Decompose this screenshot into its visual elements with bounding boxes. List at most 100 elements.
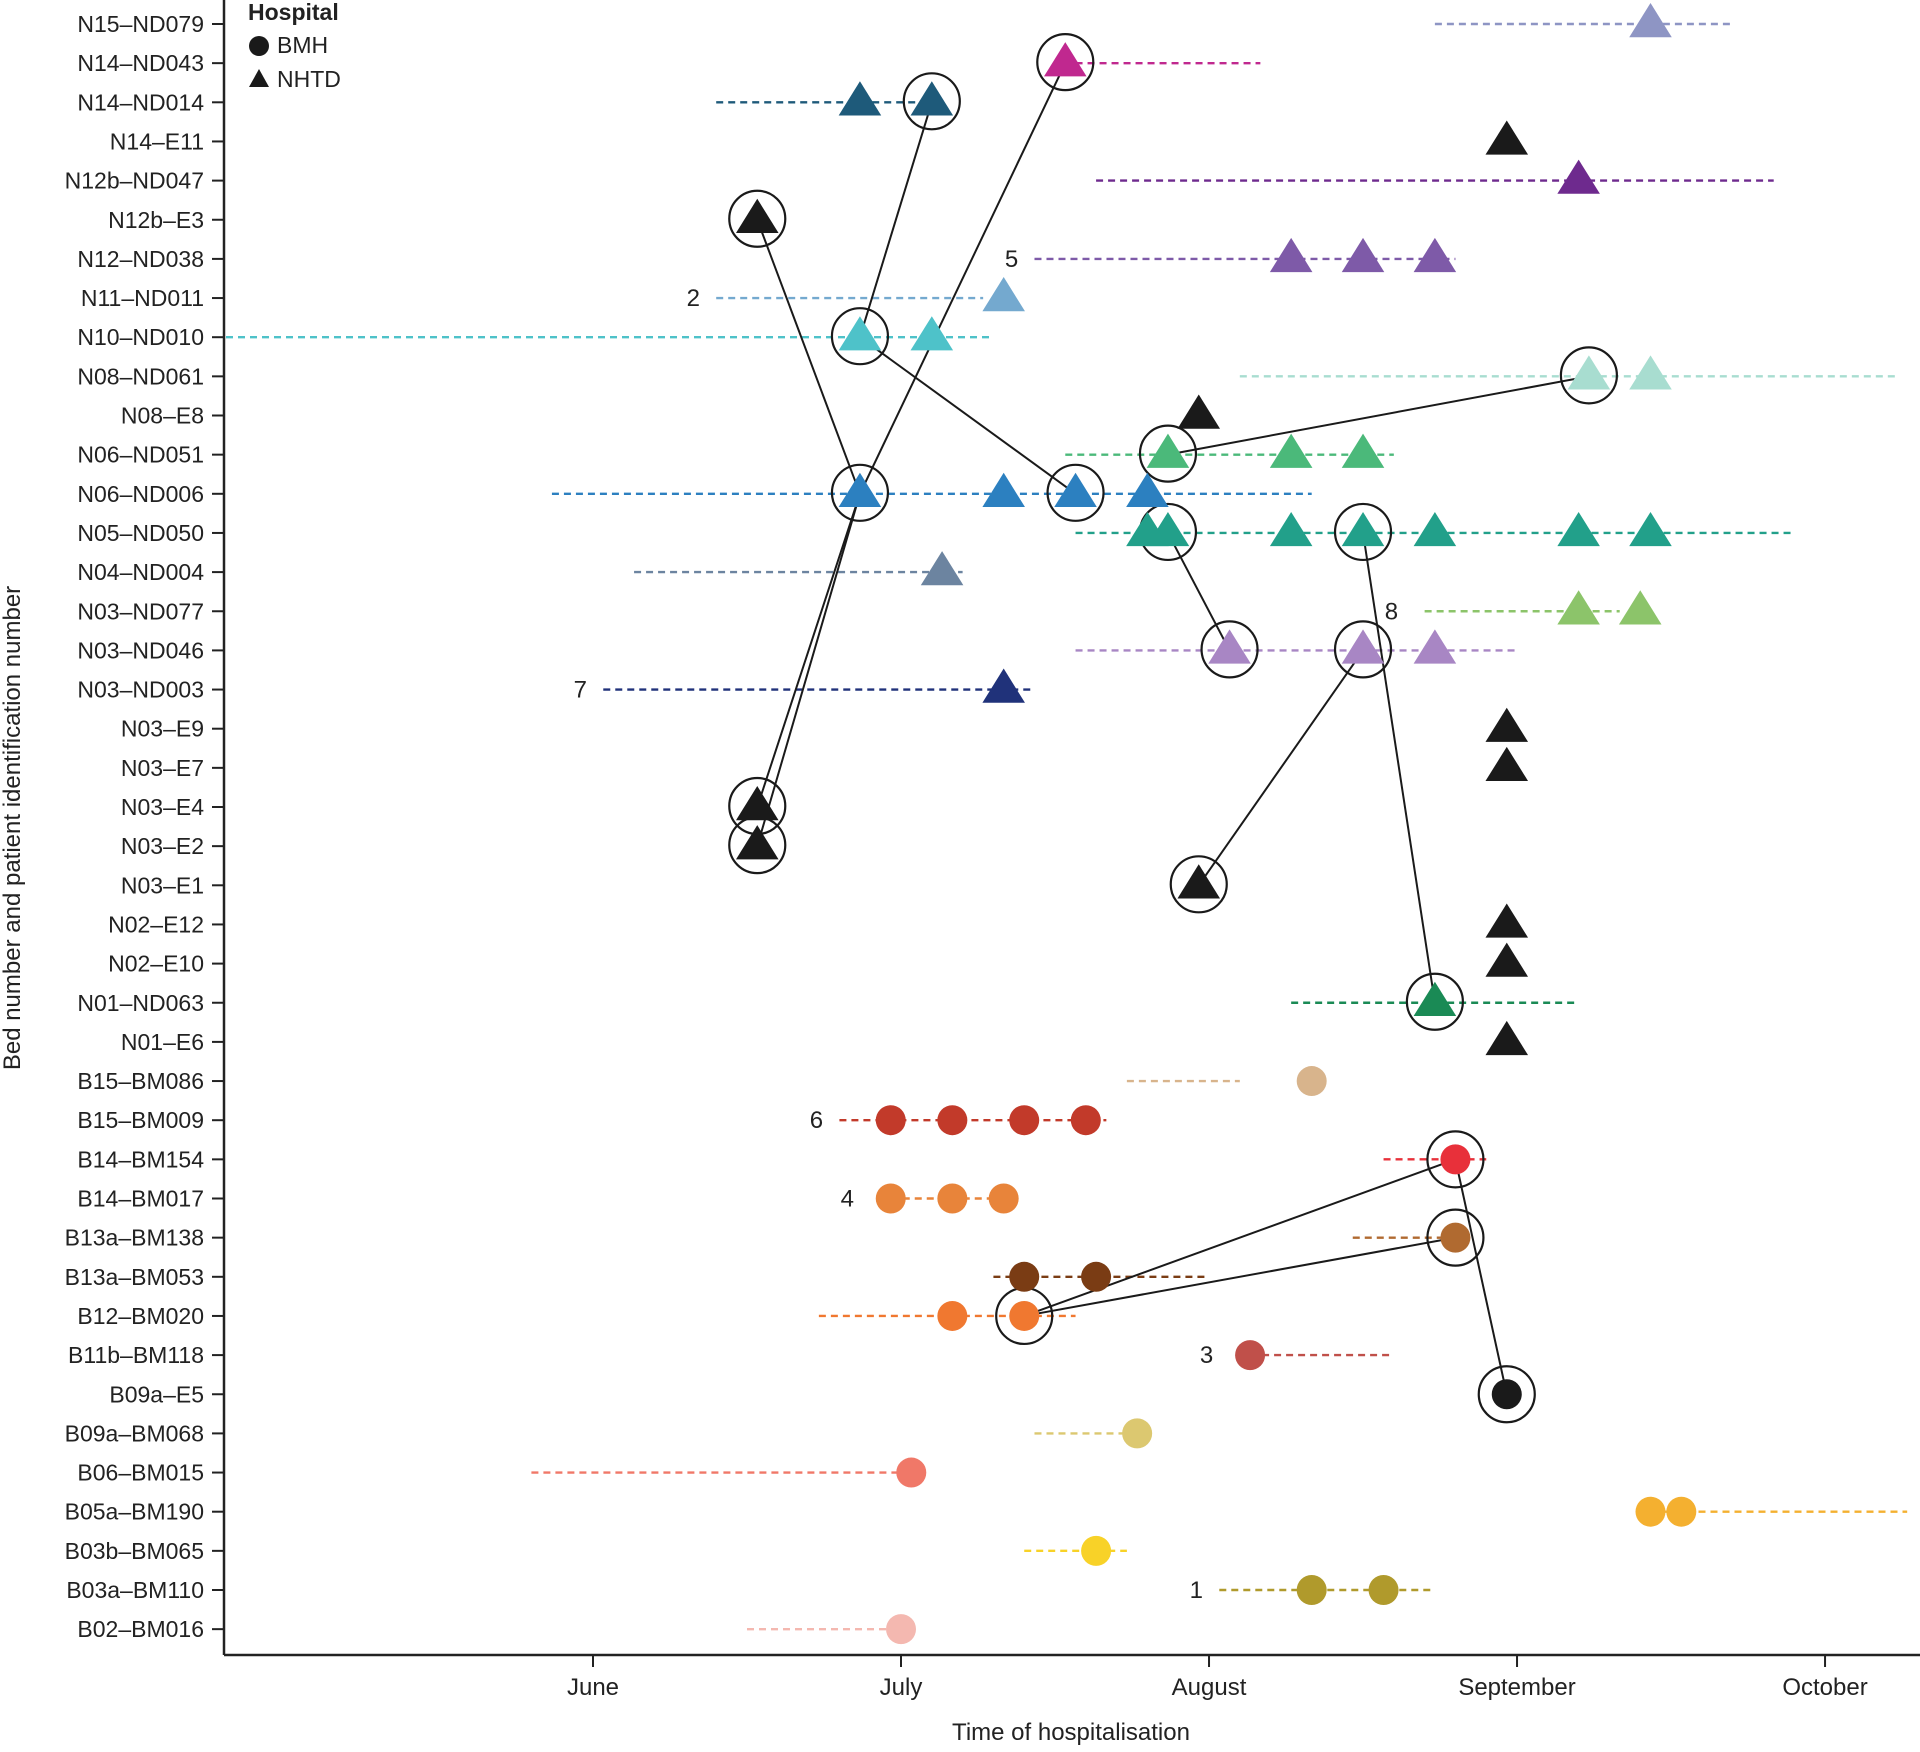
legend-triangle-icon <box>249 69 269 87</box>
triangle-marker <box>1177 394 1221 429</box>
y-tick-labels: N15–ND079 N14–ND043 N14–ND014 N14–E11 N12b–N… <box>65 11 224 1642</box>
highlight-circles <box>728 33 1618 1424</box>
circle-marker <box>937 1105 968 1136</box>
y-tick-label: N03–E1 <box>121 872 204 898</box>
y-tick-label: B15–BM086 <box>77 1068 204 1094</box>
y-tick-label: B15–BM009 <box>77 1107 204 1133</box>
y-tick-label: N10–ND010 <box>77 324 204 350</box>
y-tick-label: N03–ND046 <box>77 637 204 663</box>
triangle-marker <box>982 472 1025 507</box>
x-tick-labels: June July August September October <box>567 1655 1868 1701</box>
circle-marker <box>886 1614 917 1645</box>
circle-marker <box>1635 1496 1666 1527</box>
highlight-circle <box>902 72 961 131</box>
highlight-circle <box>1559 346 1618 405</box>
legend-label-nhtd: NHTD <box>277 66 341 92</box>
triangle-marker <box>1177 864 1221 899</box>
transmission-link <box>1454 1159 1508 1395</box>
circle-marker <box>1070 1105 1101 1136</box>
cluster-label: 6 <box>810 1107 823 1134</box>
triangle-marker <box>1557 590 1600 625</box>
triangle-marker <box>1629 511 1672 547</box>
triangle-marker <box>735 198 779 233</box>
triangle-marker <box>1341 629 1385 664</box>
y-tick-label: B11b–BM118 <box>68 1342 204 1368</box>
y-tick-label: N02–E12 <box>108 911 204 937</box>
y-tick-label: N12b–E3 <box>108 207 204 233</box>
triangle-marker <box>1485 707 1529 742</box>
y-tick-label: N01–E6 <box>121 1029 204 1055</box>
cluster-label: 5 <box>1005 246 1018 273</box>
legend-title: Hospital <box>248 0 339 25</box>
circle-marker <box>1009 1105 1040 1136</box>
circle-marker <box>875 1183 906 1214</box>
triangle-marker <box>920 551 964 586</box>
legend-circle-icon <box>249 36 269 56</box>
cluster-labels: 1 2 3 4 5 6 7 8 <box>574 246 1398 1604</box>
triangle-marker <box>838 81 882 116</box>
triangle-marker <box>1557 159 1600 194</box>
circle-marker <box>1440 1222 1471 1253</box>
y-tick-label: B05a–BM190 <box>65 1499 204 1525</box>
highlight-circle <box>728 189 787 248</box>
highlight-circle <box>1200 620 1259 679</box>
legend: Hospital BMH NHTD <box>248 0 341 92</box>
y-tick-label: N12–ND038 <box>77 246 204 272</box>
y-tick-label: N06–ND051 <box>77 442 204 468</box>
x-tick-label: October <box>1782 1674 1867 1701</box>
highlight-circle <box>1138 424 1198 483</box>
circle-marker <box>1009 1261 1040 1292</box>
y-tick-label: B02–BM016 <box>77 1616 204 1642</box>
y-tick-label: B12–BM020 <box>77 1303 204 1329</box>
y-tick-label: B09a–E5 <box>109 1381 204 1407</box>
triangle-marker <box>1485 1020 1529 1056</box>
triangle-marker <box>1485 746 1529 782</box>
circle-marker <box>1296 1575 1327 1605</box>
triangle-marker <box>982 277 1025 312</box>
highlight-circle <box>1405 972 1464 1031</box>
triangle-marker <box>910 316 954 351</box>
event-markers <box>735 3 1697 1645</box>
stay-lines <box>226 22 1908 1631</box>
triangle-marker <box>1413 511 1457 547</box>
y-tick-label: B13a–BM053 <box>65 1264 204 1290</box>
transmission-link <box>756 219 861 495</box>
triangle-marker <box>1269 433 1313 468</box>
triangle-marker <box>1413 237 1457 273</box>
y-tick-label: N12b–ND047 <box>65 168 204 194</box>
y-tick-label: N14–E11 <box>110 128 204 154</box>
axes <box>222 0 1920 1657</box>
triangle-marker <box>735 786 779 821</box>
y-tick-label: N03–E2 <box>121 833 204 859</box>
transmission-link <box>859 336 1077 495</box>
transmission-link <box>1024 1236 1456 1317</box>
x-tick-label: June <box>567 1674 619 1701</box>
circle-marker <box>1081 1535 1112 1566</box>
transmission-links <box>756 62 1590 1395</box>
triangle-marker <box>1485 942 1529 977</box>
triangle-marker <box>1126 472 1169 507</box>
x-tick-label: September <box>1458 1674 1575 1701</box>
circle-marker <box>1122 1418 1153 1449</box>
y-tick-label: N04–ND004 <box>77 559 204 585</box>
triangle-marker <box>1618 590 1662 625</box>
cluster-label: 3 <box>1200 1342 1213 1369</box>
triangle-marker <box>1629 355 1672 390</box>
y-tick-label: B14–BM154 <box>77 1146 204 1172</box>
y-tick-label: N14–ND014 <box>77 89 204 115</box>
highlight-circle <box>830 463 890 522</box>
y-tick-label: B03a–BM110 <box>66 1577 204 1603</box>
triangle-marker <box>1044 42 1087 77</box>
cluster-label: 4 <box>841 1186 854 1213</box>
highlight-circle <box>1036 33 1095 92</box>
triangle-marker <box>1485 120 1529 155</box>
highlight-circle <box>1426 1208 1485 1267</box>
transmission-link <box>1167 375 1590 456</box>
y-tick-label: N01–ND063 <box>77 990 204 1016</box>
highlight-circle <box>1333 620 1393 679</box>
circle-marker <box>937 1300 968 1331</box>
circle-marker <box>1235 1340 1266 1371</box>
cluster-label: 7 <box>574 677 587 704</box>
circle-marker <box>896 1457 927 1488</box>
